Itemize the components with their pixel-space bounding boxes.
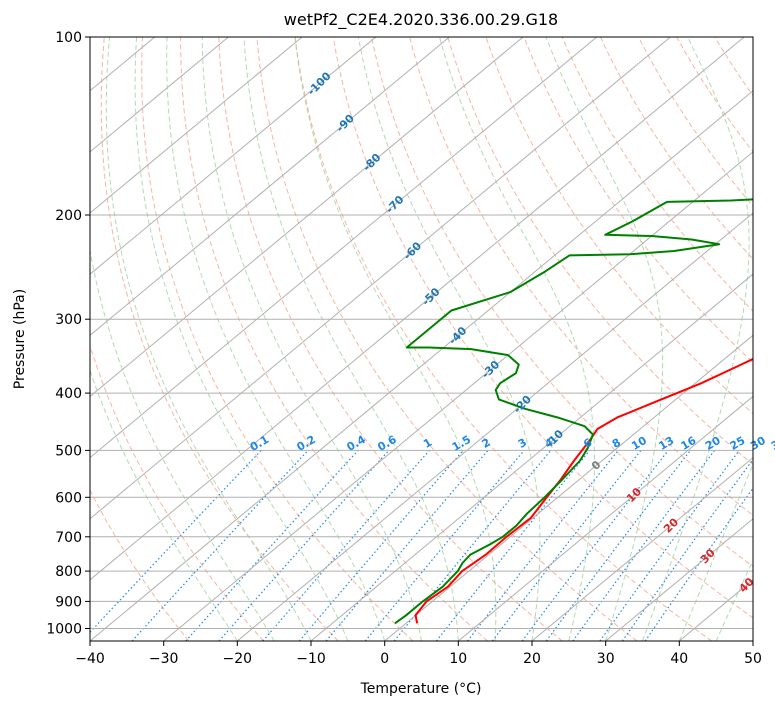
x-tick-label: 20: [523, 651, 541, 667]
moist-adiabat: [134, 37, 349, 641]
mixing-ratio-line: [185, 450, 359, 641]
x-tick-label: 30: [597, 651, 615, 667]
dry-adiabat: [599, 37, 753, 260]
chart-title: wetPf2_C2E4.2020.336.00.29.G18: [284, 10, 558, 30]
y-tick-label: 200: [55, 208, 82, 224]
y-tick-label: 900: [55, 594, 82, 610]
x-tick-label: −30: [149, 651, 179, 667]
y-axis: 100 200 300 400 500 600 700 800 900 1000: [46, 30, 90, 638]
x-tick-label: 50: [744, 651, 762, 667]
y-tick-label: 700: [55, 530, 82, 546]
mixing-ratio-line: [599, 450, 740, 641]
dry-adiabat: [100, 37, 339, 641]
dry-adiabat: [638, 37, 753, 207]
mixing-ratio-line: [545, 450, 691, 641]
moist-adiabat: [294, 37, 497, 641]
dry-adiabat: [332, 37, 753, 619]
isotherm: [457, 395, 753, 641]
mixing-ratio-line: [90, 449, 262, 634]
moist-adiabat: [90, 369, 238, 641]
mixing-ratio-line: [521, 450, 669, 641]
y-tick-label: 500: [55, 443, 82, 459]
dry-adiabat: [523, 37, 753, 364]
moist-adiabat: [90, 247, 275, 641]
y-tick-label: 600: [55, 490, 82, 506]
dry-adiabat: [180, 37, 488, 641]
moist-adiabat: [166, 37, 386, 641]
isotherm: [605, 518, 753, 641]
dry-adiabat: [90, 489, 190, 641]
mixing-ratio-line: [572, 450, 716, 641]
x-tick-label: 10: [449, 651, 467, 667]
moist-adiabat: [545, 37, 664, 641]
isotherm: [236, 212, 753, 641]
moist-adiabat: [439, 37, 595, 641]
isotherm: [384, 334, 753, 641]
dry-adiabat: [561, 37, 753, 312]
grid-lines: [90, 37, 753, 641]
y-tick-label: 100: [55, 30, 82, 46]
isotherm: [90, 37, 524, 398]
y-tick-label: 1000: [46, 622, 82, 638]
isotherm: [90, 37, 598, 459]
isotherm: [90, 37, 745, 581]
isotherm: [90, 37, 377, 275]
isotherm: [90, 37, 303, 214]
mixing-ratio-line: [393, 450, 552, 641]
temperature-line: [414, 357, 753, 624]
dry-adiabat: [256, 37, 638, 641]
mixing-ratio-label: 36: [769, 434, 775, 453]
moist-adiabat: [201, 37, 422, 641]
mixing-ratio-line: [325, 450, 489, 641]
x-axis: −40 −30 −20 −10 0 10 20 30 40 50: [75, 641, 762, 667]
dry-adiabat: [676, 37, 753, 153]
mixing-ratio-line: [218, 450, 390, 641]
x-axis-label: Temperature (°C): [360, 681, 482, 697]
isotherm: [90, 37, 450, 336]
dry-adiabat: [294, 37, 712, 641]
moist-adiabat: [243, 37, 459, 641]
moist-adiabat: [357, 37, 541, 641]
isotherm: [163, 151, 753, 641]
dry-adiabat: [485, 37, 753, 415]
y-tick-label: 800: [55, 564, 82, 580]
dry-adiabat: [409, 37, 753, 517]
mixing-ratio-line: [435, 450, 591, 641]
x-tick-label: −10: [296, 651, 326, 667]
y-tick-label: 300: [55, 312, 82, 328]
mixing-ratio-line: [621, 458, 753, 641]
mixing-ratio-line: [364, 450, 525, 641]
isotherm: [90, 90, 753, 641]
dry-adiabat: [90, 344, 264, 641]
x-tick-label: 0: [380, 651, 389, 667]
isotherm: [531, 456, 753, 641]
x-tick-label: −40: [75, 651, 105, 667]
isotherm: [90, 37, 229, 153]
x-tick-label: −20: [223, 651, 253, 667]
mixing-ratio-line: [644, 487, 753, 641]
dry-adiabat: [141, 37, 414, 641]
profile-lines: [394, 198, 753, 625]
dry-adiabat: [218, 37, 563, 641]
y-axis-label: Pressure (hPa): [12, 289, 28, 389]
x-tick-label: 40: [670, 651, 688, 667]
plot-frame: [89, 36, 754, 642]
dewpoint-line: [394, 198, 753, 625]
isotherm: [90, 37, 671, 520]
dry-adiabat: [447, 37, 753, 466]
y-tick-label: 400: [55, 386, 82, 402]
isotherm: [310, 273, 753, 641]
moist-adiabat: [642, 37, 750, 641]
